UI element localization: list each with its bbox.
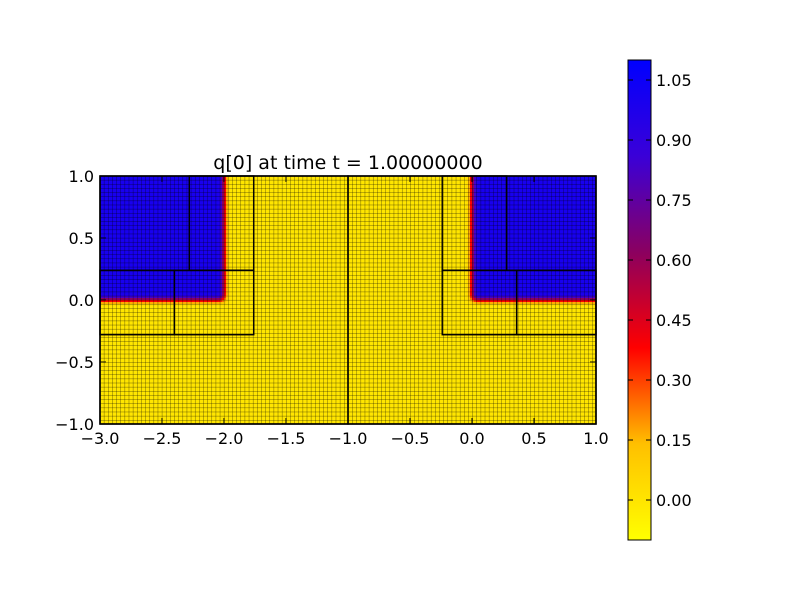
x-tick-label-0: −3.0 (81, 429, 120, 448)
x-tick-label-6: 0.0 (459, 429, 484, 448)
x-tick-label-7: 0.5 (521, 429, 546, 448)
colorbar-tick-label-6: 0.90 (656, 131, 692, 150)
x-tick-label-5: −0.5 (391, 429, 430, 448)
colorbar-axis: 0.00 0.15 0.30 0.45 0.60 0.75 0.90 1.05 (628, 71, 692, 510)
y-tick-label-1: −0.5 (55, 353, 94, 372)
y-axis: −1.0 −0.5 0.0 0.5 1.0 (55, 167, 596, 434)
x-tick-label-3: −1.5 (267, 429, 306, 448)
chart-title: q[0] at time t = 1.00000000 (213, 152, 482, 174)
x-tick-label-1: −2.5 (143, 429, 182, 448)
colorbar-tick-label-1: 0.15 (656, 431, 692, 450)
colorbar-tick-label-5: 0.75 (656, 191, 692, 210)
x-tick-label-2: −2.0 (205, 429, 244, 448)
colorbar-tick-label-4: 0.60 (656, 251, 692, 270)
colorbar-tick-label-0: 0.00 (656, 491, 692, 510)
y-tick-label-0: −1.0 (55, 415, 94, 434)
colorbar-tick-label-2: 0.30 (656, 371, 692, 390)
y-tick-label-3: 0.5 (69, 229, 94, 248)
colorbar-tick-label-7: 1.05 (656, 71, 692, 90)
y-tick-label-4: 1.0 (69, 167, 94, 186)
x-axis: −3.0 −2.5 −2.0 −1.5 −1.0 −0.5 0.0 0.5 1.0 (81, 176, 609, 448)
x-tick-label-4: −1.0 (329, 429, 368, 448)
x-tick-label-8: 1.0 (583, 429, 608, 448)
colorbar-tick-label-3: 0.45 (656, 311, 692, 330)
y-tick-label-2: 0.0 (69, 291, 94, 310)
colorbar (627, 59, 652, 541)
